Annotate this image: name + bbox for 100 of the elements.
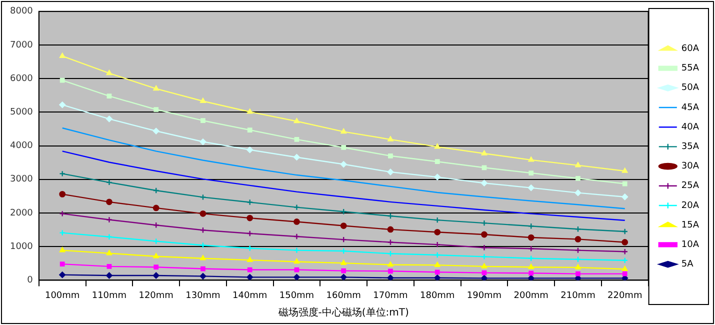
legend-label: 50A	[681, 83, 700, 94]
point	[574, 190, 582, 196]
y-tick-label: 8000	[10, 6, 34, 17]
y-tick-label: 6000	[10, 74, 34, 84]
point	[482, 270, 487, 276]
point	[154, 107, 159, 112]
point	[340, 222, 347, 229]
point	[106, 250, 112, 256]
point	[246, 274, 254, 280]
point	[481, 274, 488, 280]
point	[388, 268, 393, 274]
point	[200, 272, 206, 280]
point	[106, 94, 112, 99]
x-tick-label: 100mm	[44, 290, 80, 301]
point	[340, 161, 347, 168]
point	[388, 136, 394, 142]
point	[200, 138, 206, 145]
legend-label: 5A	[681, 260, 694, 270]
point	[387, 250, 394, 257]
point	[528, 255, 534, 262]
point	[200, 194, 206, 200]
point	[59, 52, 66, 58]
point	[481, 231, 488, 238]
point	[387, 239, 394, 246]
point	[106, 216, 112, 223]
point	[387, 226, 394, 233]
point	[576, 176, 580, 181]
point	[106, 234, 112, 240]
point	[200, 226, 206, 234]
point	[340, 128, 346, 134]
point	[152, 272, 160, 279]
point	[340, 274, 347, 280]
point	[434, 274, 441, 280]
point	[106, 264, 112, 269]
point	[200, 242, 206, 248]
legend-label: 60A	[681, 44, 700, 54]
point	[340, 260, 346, 265]
point	[247, 128, 252, 132]
point	[434, 174, 441, 180]
point	[481, 244, 488, 251]
point	[388, 262, 394, 267]
point	[106, 272, 112, 279]
point	[294, 218, 300, 225]
point	[434, 252, 441, 258]
point	[294, 136, 300, 142]
y-tick-label: 3000	[10, 174, 34, 185]
x-tick-label: 140mm	[232, 290, 268, 301]
point	[60, 262, 65, 267]
point	[528, 170, 534, 176]
x-tick-label: 160mm	[326, 290, 361, 301]
point	[246, 256, 253, 262]
point	[340, 208, 347, 215]
point	[294, 247, 300, 254]
point	[341, 145, 346, 150]
x-axis-title: 磁场强度-中心磁场(单位:mT)	[277, 306, 410, 319]
y-tick-label: 4000	[10, 141, 34, 152]
point	[481, 220, 488, 226]
point	[481, 180, 488, 186]
point	[152, 238, 160, 244]
point	[482, 165, 487, 170]
x-tick-label: 200mm	[514, 290, 548, 301]
point	[622, 239, 628, 246]
point	[434, 144, 440, 149]
point	[59, 247, 66, 252]
point	[152, 187, 160, 194]
point	[481, 263, 488, 268]
point	[106, 198, 112, 206]
point	[434, 216, 441, 224]
point	[106, 116, 112, 122]
point	[622, 266, 628, 272]
x-tick-label: 220mm	[607, 290, 642, 301]
x-tick-label: 120mm	[138, 290, 174, 301]
point	[154, 264, 159, 270]
legend-label: 10A	[681, 240, 700, 250]
x-tick-label: 180mm	[420, 290, 455, 301]
y-tick-label: 5000	[10, 108, 34, 118]
point	[294, 233, 300, 240]
legend-label: 15A	[681, 220, 700, 230]
point	[246, 245, 254, 252]
point	[528, 264, 534, 269]
point	[200, 98, 206, 104]
point	[434, 270, 440, 275]
point	[200, 255, 206, 260]
y-tick-label: 7000	[10, 40, 34, 50]
point	[294, 154, 300, 160]
point	[622, 194, 628, 200]
point	[528, 184, 534, 191]
point	[152, 204, 160, 212]
point	[622, 271, 628, 276]
point	[153, 253, 159, 258]
point	[574, 256, 582, 263]
x-tick-label: 190mm	[466, 290, 502, 301]
point	[481, 253, 488, 260]
point	[341, 268, 346, 274]
point	[434, 159, 440, 164]
point	[387, 168, 394, 176]
point	[246, 214, 254, 222]
point	[200, 210, 206, 217]
y-tick-label: 0	[27, 276, 34, 286]
point	[528, 245, 534, 252]
